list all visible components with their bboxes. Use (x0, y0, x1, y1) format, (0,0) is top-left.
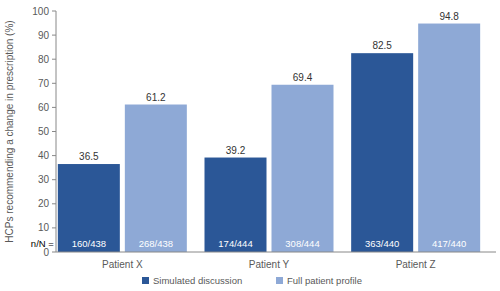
y-tick-label: 20 (38, 198, 50, 209)
bars (58, 24, 480, 252)
y-tick-label: 50 (38, 126, 50, 137)
y-tick (52, 179, 56, 180)
legend: Simulated discussion Full patient profile (142, 275, 362, 286)
legend-label: Simulated discussion (153, 275, 242, 286)
labels: 36.5 160/438 39.2 174/444 82.5 363/440 61.2 268… (31, 11, 466, 249)
y-axis-title: HCPs recommending a change in prescripti… (4, 20, 15, 242)
n-label: 308/444 (285, 238, 319, 249)
data-label: 36.5 (79, 151, 99, 162)
y-tick-label: 80 (38, 54, 50, 65)
data-label: 94.8 (439, 11, 459, 22)
y-tick-label: 100 (32, 6, 49, 17)
n-label: 417/440 (432, 238, 466, 249)
y-tick (52, 252, 56, 253)
data-label: 39.2 (226, 145, 246, 156)
y-tick (52, 131, 56, 132)
chart-container: 36.5 160/438 39.2 174/444 82.5 363/440 61.2 268… (0, 0, 500, 291)
x-tick-label: Patient X (102, 259, 143, 270)
bar (418, 24, 480, 252)
n-label: 363/440 (365, 238, 399, 249)
bar (58, 164, 120, 252)
chart-svg: 36.5 160/438 39.2 174/444 82.5 363/440 61.2 268… (0, 0, 500, 291)
data-label: 69.4 (293, 72, 313, 83)
legend-label: Full patient profile (287, 275, 362, 286)
x-axis (56, 252, 496, 253)
y-tick (52, 83, 56, 84)
y-tick-label: 90 (38, 30, 50, 41)
data-label: 61.2 (146, 92, 166, 103)
y-tick (52, 203, 56, 204)
x-tick-label: Patient Z (396, 259, 436, 270)
y-tick-label: 40 (38, 150, 50, 161)
n-label: 268/438 (139, 238, 173, 249)
y-tick (52, 11, 56, 12)
legend-swatch (142, 277, 149, 284)
data-label: 82.5 (372, 40, 392, 51)
y-tick (52, 227, 56, 228)
n-label: 160/438 (72, 238, 106, 249)
bar (205, 158, 267, 252)
y-tick-label: 30 (38, 174, 50, 185)
y-tick (52, 107, 56, 108)
n-label: 174/444 (218, 238, 252, 249)
y-tick (52, 155, 56, 156)
bar (351, 53, 413, 252)
x-tick-label: Patient Y (249, 259, 290, 270)
bar (125, 105, 187, 252)
y-tick (52, 59, 56, 60)
y-tick (52, 35, 56, 36)
y-tick-label: 70 (38, 78, 50, 89)
legend-swatch (276, 277, 283, 284)
bar (272, 85, 334, 252)
y-tick-label: 60 (38, 102, 50, 113)
y-tick-label: 10 (38, 222, 50, 233)
y-tick-label: 0 (43, 247, 49, 258)
